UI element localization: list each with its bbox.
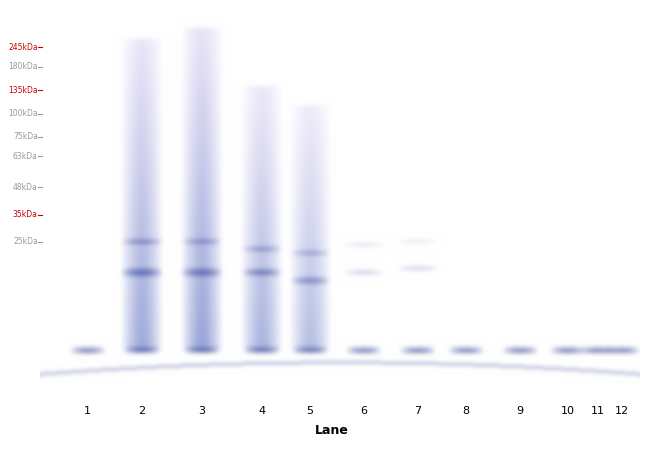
Text: 2: 2: [138, 406, 145, 416]
Text: 7: 7: [414, 406, 421, 416]
Text: 135kDa: 135kDa: [8, 86, 38, 95]
Text: 180kDa: 180kDa: [8, 62, 38, 71]
Text: 12: 12: [614, 406, 629, 416]
Text: 10: 10: [560, 406, 575, 416]
Text: 4: 4: [258, 406, 265, 416]
Text: 48kDa: 48kDa: [13, 183, 38, 192]
Text: 100kDa: 100kDa: [8, 109, 38, 118]
Text: 245kDa: 245kDa: [8, 43, 38, 52]
Text: 3: 3: [198, 406, 205, 416]
Text: 5: 5: [306, 406, 313, 416]
Text: 8: 8: [462, 406, 469, 416]
Text: 6: 6: [360, 406, 367, 416]
Text: 35kDa: 35kDa: [13, 210, 38, 219]
Text: 1: 1: [84, 406, 91, 416]
Text: 9: 9: [516, 406, 523, 416]
Text: 25kDa: 25kDa: [13, 238, 38, 246]
Text: 63kDa: 63kDa: [13, 152, 38, 161]
Text: Lane: Lane: [315, 424, 348, 437]
Text: 11: 11: [591, 406, 604, 416]
Text: 75kDa: 75kDa: [13, 132, 38, 142]
